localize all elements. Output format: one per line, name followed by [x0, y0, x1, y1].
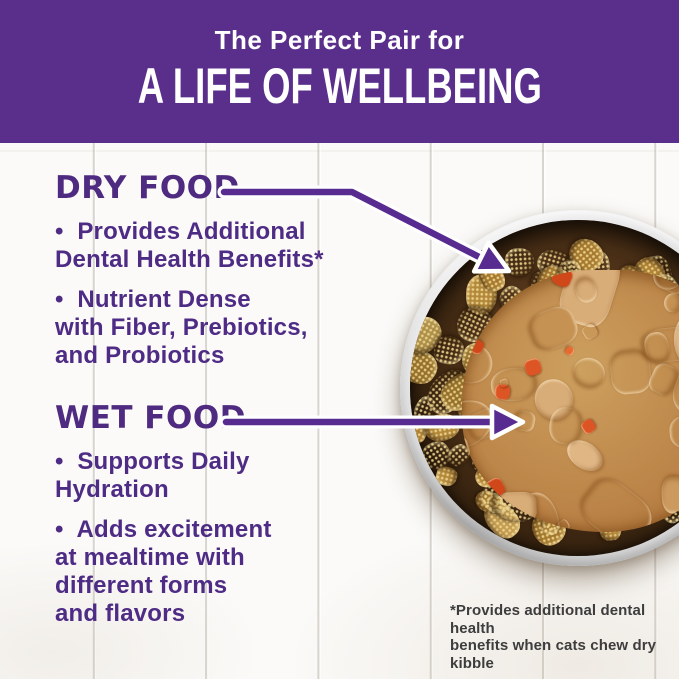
wet-food-chunk	[569, 354, 609, 391]
carrot-bit	[657, 526, 674, 532]
wet-food-chunk	[669, 415, 679, 449]
header-banner: The Perfect Pair for A LIFE OF WELLBEING	[0, 0, 679, 143]
wet-food-chunk	[514, 409, 538, 432]
header-eyebrow: The Perfect Pair for	[214, 25, 465, 55]
wet-food-chunk	[661, 475, 679, 514]
kibble-piece	[504, 246, 536, 277]
carrot-bit	[564, 345, 576, 357]
wet-bullet-excitement: • Adds excitement at mealtime with diffe…	[55, 516, 272, 627]
header-title: A LIFE OF WELLBEING	[0, 60, 679, 112]
wet-food-chunk	[662, 291, 679, 314]
wet-bullet-hydration: • Supports Daily Hydration	[55, 448, 250, 503]
dry-bullet-dental-benefits: • Provides Additional Dental Health Bene…	[55, 218, 324, 273]
wet-food	[462, 270, 679, 532]
wet-food-chunk	[495, 492, 537, 523]
header-title-text: A LIFE OF WELLBEING	[137, 58, 542, 114]
footnote: *Provides additional dental health benef…	[450, 602, 657, 672]
dry-bullet-nutrient-dense: • Nutrient Dense with Fiber, Prebiotics,…	[55, 286, 308, 369]
dry-food-section: DRY FOOD • Provides Additional Dental He…	[55, 170, 385, 370]
dry-food-heading: DRY FOOD	[55, 170, 240, 206]
food-bowl-photo	[400, 210, 679, 566]
wet-food-chunk	[574, 471, 660, 532]
bowl-interior	[410, 220, 679, 556]
wet-food-heading: WET FOOD	[55, 400, 246, 436]
wet-food-section: WET FOOD • Supports Daily Hydration • Ad…	[55, 400, 385, 628]
carrot-bit	[523, 356, 544, 377]
